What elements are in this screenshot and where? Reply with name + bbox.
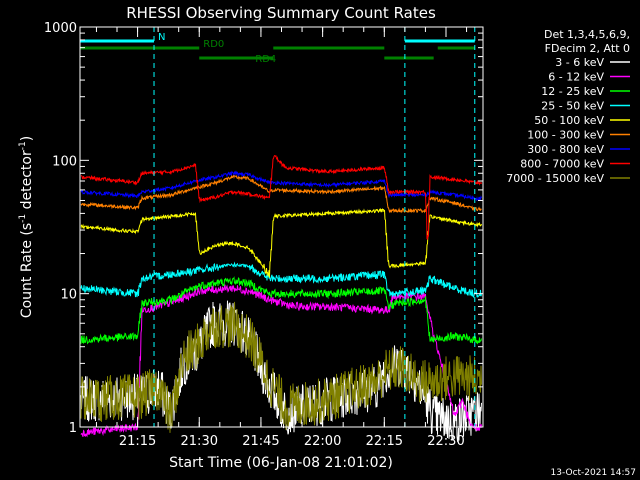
legend-header: FDecim 2, Att 0 bbox=[545, 42, 630, 55]
y-axis-label-part: detector bbox=[19, 150, 35, 214]
x-axis-ticks: 21:15 21:30 21:45 22:00 22:15 22:30 bbox=[95, 27, 468, 449]
legend-label: 800 - 7000 keV bbox=[520, 158, 604, 171]
y-axis-label: Count Rate (s-1 detector-1) bbox=[18, 136, 35, 318]
y-axis-label-sup: -1 bbox=[18, 141, 28, 150]
state-bar-label: RD0 bbox=[203, 39, 224, 50]
legend-label: 12 - 25 keV bbox=[541, 85, 604, 98]
series-line-8 bbox=[80, 155, 482, 240]
series-line-6 bbox=[80, 174, 482, 214]
state-bars: N RD0 RD4 bbox=[80, 32, 475, 65]
legend-label: 25 - 50 keV bbox=[541, 100, 604, 113]
data-series bbox=[80, 155, 482, 443]
y-tick-label: 1000 bbox=[44, 21, 77, 36]
state-bar-label: RD4 bbox=[255, 54, 276, 65]
legend-label: 300 - 800 keV bbox=[527, 143, 604, 156]
legend-label: 100 - 300 keV bbox=[527, 129, 604, 142]
x-tick-label: 21:30 bbox=[181, 434, 218, 449]
x-tick-label: 21:15 bbox=[119, 434, 156, 449]
state-bar-label: N bbox=[158, 32, 165, 43]
x-tick-label: 22:00 bbox=[304, 434, 341, 449]
chart-title: RHESSI Observing Summary Count Rates bbox=[126, 4, 436, 22]
y-tick-label: 10 bbox=[60, 288, 77, 303]
legend-header: Det 1,3,4,5,6,9, bbox=[544, 28, 630, 41]
x-axis-label: Start Time (06-Jan-08 21:01:02) bbox=[169, 455, 393, 471]
footer-timestamp: 13-Oct-2021 14:57 bbox=[551, 468, 636, 478]
legend-label: 3 - 6 keV bbox=[555, 56, 604, 69]
legend-label: 50 - 100 keV bbox=[534, 114, 604, 127]
y-axis-label-part: ) bbox=[19, 136, 35, 141]
series-line-3 bbox=[80, 276, 482, 345]
series-line-2 bbox=[80, 284, 482, 438]
y-axis-label-sup: -1 bbox=[18, 214, 28, 223]
legend-label: 6 - 12 keV bbox=[548, 71, 604, 84]
series-line-4 bbox=[80, 261, 482, 299]
x-tick-label: 22:30 bbox=[427, 434, 464, 449]
y-axis-label-part: Count Rate (s bbox=[19, 223, 35, 318]
x-tick-label: 22:15 bbox=[366, 434, 403, 449]
x-tick-label: 21:45 bbox=[242, 434, 279, 449]
series-line-7 bbox=[80, 170, 482, 202]
y-axis-ticks: 1 10 100 1000 bbox=[44, 21, 483, 436]
y-tick-label: 1 bbox=[69, 421, 77, 436]
series-line-5 bbox=[80, 207, 482, 278]
legend: Det 1,3,4,5,6,9,FDecim 2, Att 03 - 6 keV… bbox=[506, 28, 630, 185]
legend-label: 7000 - 15000 keV bbox=[506, 172, 604, 185]
series-line-9 bbox=[80, 301, 482, 433]
y-tick-label: 100 bbox=[52, 154, 77, 169]
